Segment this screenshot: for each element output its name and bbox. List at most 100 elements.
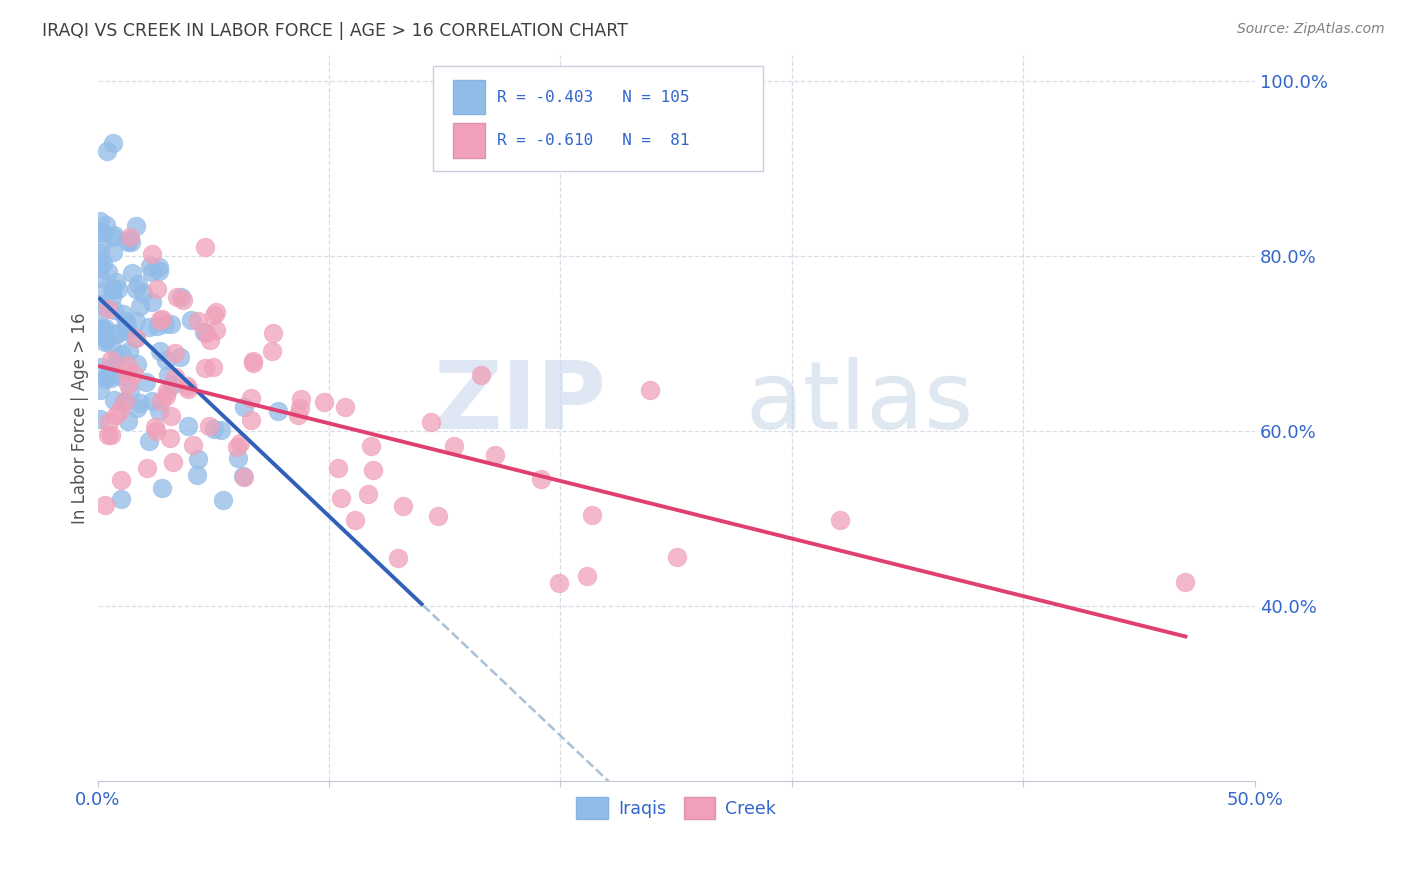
Point — [170, 290, 193, 304]
Point — [290, 392, 312, 407]
Point — [89, 214, 111, 228]
Point — [288, 401, 311, 416]
Point — [176, 382, 198, 396]
Point — [160, 378, 183, 392]
Y-axis label: In Labor Force | Age > 16: In Labor Force | Age > 16 — [72, 312, 89, 524]
Point — [91, 227, 114, 241]
Point — [548, 576, 571, 591]
Point — [169, 350, 191, 364]
Point — [117, 233, 139, 247]
Text: Source: ZipAtlas.com: Source: ZipAtlas.com — [1237, 22, 1385, 37]
Point — [176, 379, 198, 393]
Point — [100, 352, 122, 367]
Point — [94, 325, 117, 339]
Point — [141, 265, 163, 279]
Point — [201, 360, 224, 375]
Point — [146, 319, 169, 334]
Point — [89, 271, 111, 285]
Text: atlas: atlas — [745, 358, 974, 450]
Point — [141, 247, 163, 261]
Point — [187, 314, 209, 328]
Point — [91, 284, 114, 298]
Point — [93, 329, 115, 343]
Point — [156, 368, 179, 383]
Point — [262, 326, 284, 341]
Point — [262, 344, 284, 359]
Point — [484, 448, 506, 462]
Point — [314, 395, 336, 409]
Point — [125, 357, 148, 371]
Point — [101, 283, 124, 297]
Point — [115, 324, 138, 338]
Point — [101, 366, 124, 380]
Point — [205, 323, 228, 337]
Point — [205, 305, 228, 319]
Point — [89, 325, 111, 339]
Point — [112, 395, 135, 409]
Point — [145, 425, 167, 439]
Point — [120, 235, 142, 250]
Point — [1174, 575, 1197, 590]
Point — [127, 277, 149, 292]
Point — [138, 259, 160, 273]
Point — [387, 550, 409, 565]
Point — [104, 409, 127, 423]
Point — [101, 230, 124, 244]
Point — [360, 440, 382, 454]
Point — [115, 365, 138, 379]
Point — [333, 400, 356, 414]
Point — [93, 334, 115, 349]
Point — [89, 246, 111, 260]
Point — [576, 568, 599, 582]
Point — [100, 427, 122, 442]
Point — [232, 401, 254, 415]
Point — [226, 450, 249, 465]
Point — [107, 282, 129, 296]
Point — [153, 317, 176, 331]
Point — [470, 368, 492, 382]
Point — [125, 401, 148, 415]
Point — [198, 418, 221, 433]
Point — [122, 367, 145, 381]
Point — [150, 393, 173, 408]
Point — [165, 345, 187, 359]
Point — [165, 370, 187, 384]
Point — [94, 372, 117, 386]
Point — [103, 393, 125, 408]
Point — [100, 371, 122, 385]
Point — [329, 491, 352, 505]
Point — [148, 404, 170, 418]
Point — [135, 376, 157, 390]
Point — [101, 245, 124, 260]
Point — [115, 318, 138, 332]
Point — [141, 295, 163, 310]
Point — [105, 276, 128, 290]
Point — [117, 414, 139, 428]
Text: IRAQI VS CREEK IN LABOR FORCE | AGE > 16 CORRELATION CHART: IRAQI VS CREEK IN LABOR FORCE | AGE > 16… — [42, 22, 628, 40]
Point — [148, 263, 170, 277]
Point — [110, 491, 132, 506]
Point — [202, 308, 225, 322]
Point — [391, 499, 413, 513]
FancyBboxPatch shape — [453, 123, 485, 158]
Point — [96, 265, 118, 279]
Point — [117, 376, 139, 391]
Point — [267, 404, 290, 418]
Point — [166, 290, 188, 304]
Point — [104, 326, 127, 340]
Point — [96, 301, 118, 316]
Point — [118, 230, 141, 244]
Point — [357, 487, 380, 501]
Point — [117, 235, 139, 249]
Point — [103, 227, 125, 242]
Legend: Iraqis, Creek: Iraqis, Creek — [569, 790, 783, 826]
Point — [138, 434, 160, 448]
Point — [96, 370, 118, 384]
Point — [97, 427, 120, 442]
Point — [94, 498, 117, 512]
Point — [111, 307, 134, 321]
Point — [110, 473, 132, 487]
Point — [529, 472, 551, 486]
Point — [91, 255, 114, 269]
Point — [183, 437, 205, 451]
